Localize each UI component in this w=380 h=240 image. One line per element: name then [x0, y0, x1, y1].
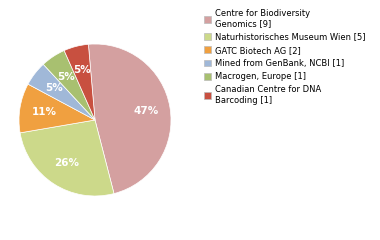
Wedge shape: [19, 84, 95, 133]
Text: 11%: 11%: [32, 107, 57, 117]
Legend: Centre for Biodiversity
Genomics [9], Naturhistorisches Museum Wien [5], GATC Bi: Centre for Biodiversity Genomics [9], Na…: [204, 9, 366, 105]
Wedge shape: [89, 44, 171, 194]
Wedge shape: [28, 64, 95, 120]
Text: 5%: 5%: [45, 84, 63, 93]
Wedge shape: [64, 44, 95, 120]
Text: 5%: 5%: [73, 65, 91, 75]
Text: 26%: 26%: [54, 158, 79, 168]
Text: 47%: 47%: [133, 106, 158, 116]
Wedge shape: [43, 51, 95, 120]
Wedge shape: [20, 120, 114, 196]
Text: 5%: 5%: [58, 72, 75, 82]
